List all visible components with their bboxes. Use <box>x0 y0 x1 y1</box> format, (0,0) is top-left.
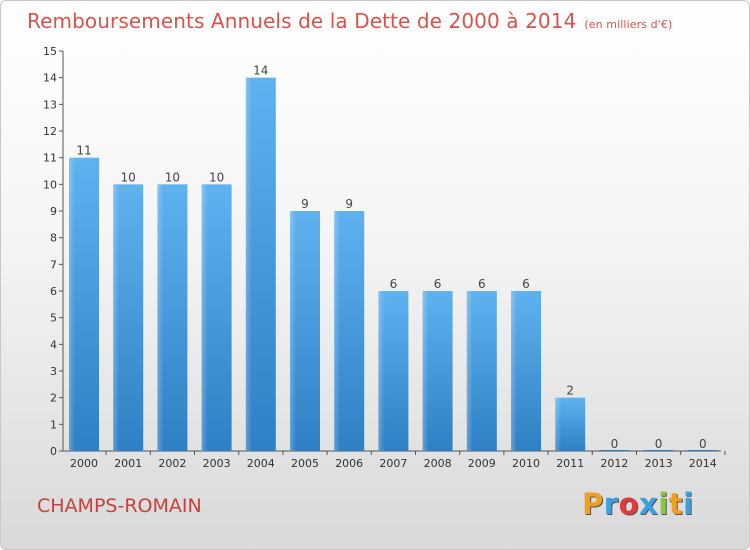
bar-value-label: 11 <box>76 144 91 158</box>
bar-value-label: 0 <box>655 437 663 451</box>
bar-highlight <box>201 184 208 452</box>
x-tick-label: 2000 <box>70 457 98 470</box>
chart-title-text: Remboursements Annuels de la Dette de 20… <box>27 9 577 33</box>
bar-value-label: 6 <box>434 277 442 291</box>
bar-value-label: 2 <box>566 384 574 398</box>
bar-highlight <box>334 211 341 451</box>
bar-value-label: 0 <box>699 437 707 451</box>
bar-highlight <box>245 77 252 452</box>
x-tick-label: 2005 <box>291 457 319 470</box>
bar <box>643 450 674 451</box>
bar-value-label: 6 <box>478 277 486 291</box>
y-tick-label: 2 <box>50 392 57 405</box>
x-tick-label: 2013 <box>645 457 673 470</box>
bar-value-label: 6 <box>522 277 530 291</box>
y-tick-label: 9 <box>50 205 57 218</box>
logo-letter: P <box>582 487 604 521</box>
bar-highlight <box>555 397 562 451</box>
y-tick-label: 4 <box>50 338 57 351</box>
bar-value-label: 10 <box>165 170 180 184</box>
x-tick-label: 2001 <box>114 457 142 470</box>
y-tick-label: 10 <box>43 178 57 191</box>
bar-highlight <box>113 184 120 452</box>
x-tick-label: 2012 <box>600 457 628 470</box>
y-tick-label: 3 <box>50 365 57 378</box>
x-tick-label: 2011 <box>556 457 584 470</box>
logo-letter: t <box>668 487 684 521</box>
x-tick-label: 2002 <box>158 457 186 470</box>
x-tick-label: 2010 <box>512 457 540 470</box>
bar <box>687 450 718 451</box>
bar-value-label: 9 <box>301 197 309 211</box>
bar-value-label: 6 <box>390 277 398 291</box>
y-tick-label: 8 <box>50 232 57 245</box>
bar-highlight <box>290 211 296 451</box>
y-tick-label: 7 <box>50 258 57 271</box>
y-tick-label: 14 <box>43 72 57 85</box>
y-tick-label: 6 <box>50 285 57 298</box>
bar-highlight <box>378 291 385 451</box>
bar-value-label: 9 <box>345 197 353 211</box>
bar-value-label: 0 <box>611 437 619 451</box>
bar-highlight <box>157 184 164 452</box>
y-tick-label: 15 <box>43 45 57 58</box>
bar-value-label: 10 <box>209 170 224 184</box>
x-tick-label: 2014 <box>689 457 717 470</box>
bar-highlight <box>511 291 517 451</box>
bar-value-label: 10 <box>121 170 136 184</box>
logo-letter: x <box>639 487 659 521</box>
x-tick-label: 2008 <box>424 457 452 470</box>
chart-bars <box>69 77 718 452</box>
chart-labels: 1120001020011020021020031420049200592006… <box>70 64 717 470</box>
x-tick-label: 2009 <box>468 457 496 470</box>
y-tick-label: 1 <box>50 418 57 431</box>
bar <box>599 450 630 451</box>
logo-letter: i <box>683 487 694 521</box>
y-tick-label: 0 <box>50 445 57 458</box>
logo-letter: r <box>603 487 619 521</box>
y-tick-label: 12 <box>43 125 57 138</box>
x-tick-label: 2007 <box>379 457 407 470</box>
bar-value-label: 14 <box>253 64 268 78</box>
x-tick-label: 2004 <box>247 457 275 470</box>
chart-subtitle: (en milliers d'€) <box>584 18 673 31</box>
y-tick-label: 13 <box>43 98 57 111</box>
y-tick-label: 5 <box>50 312 57 325</box>
logo-letter: i <box>658 487 669 521</box>
x-tick-label: 2003 <box>203 457 231 470</box>
commune-name: CHAMPS-ROMAIN <box>37 495 202 517</box>
bar-highlight <box>466 291 473 451</box>
y-tick-label: 11 <box>43 152 57 165</box>
proxiti-logo: Proxiti <box>582 487 694 521</box>
bar-highlight <box>69 157 75 451</box>
chart-title: Remboursements Annuels de la Dette de 20… <box>27 9 672 33</box>
x-tick-label: 2006 <box>335 457 363 470</box>
logo-letter: o <box>618 487 640 521</box>
bar-highlight <box>422 291 429 451</box>
